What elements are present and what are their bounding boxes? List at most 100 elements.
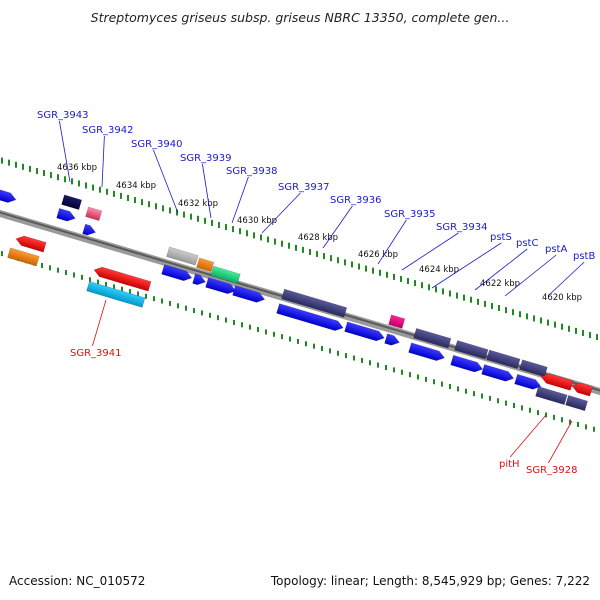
gene-label-group: SGR_3936: [322, 195, 382, 249]
gene-shape: [196, 257, 215, 273]
position-label: 4626 kbp: [358, 250, 398, 260]
gene-block: [85, 206, 103, 221]
gene-shape: [535, 386, 568, 406]
gene-label-group: SGR_3942: [82, 125, 134, 188]
gene-label: pitH: [499, 459, 520, 470]
gene-label: pstA: [545, 244, 567, 255]
gene-shape: [481, 364, 515, 382]
gene-block: [540, 373, 574, 391]
gene-block: [56, 208, 76, 222]
gene-shape: [276, 303, 344, 331]
gene-label-group: SGR_3943: [37, 110, 89, 183]
position-label: 4632 kbp: [178, 199, 218, 209]
gene-label-group: pitH: [499, 414, 547, 470]
gene-block: [486, 349, 521, 370]
gene-shape: [344, 321, 385, 342]
gene-shape: [192, 273, 206, 286]
gene-label: SGR_3939: [180, 153, 232, 164]
gene-shape: [161, 264, 193, 282]
gene-shape: [454, 340, 489, 360]
gene-shape: [61, 194, 83, 210]
leader-line: [377, 219, 407, 265]
gene-block: [7, 247, 40, 267]
gene-block: [0, 187, 17, 203]
leader-line: [261, 192, 301, 234]
gene-label-group: SGR_3938: [226, 166, 278, 224]
gene-shape: [388, 314, 406, 329]
tick-track-lower: [1, 251, 595, 432]
gene-block: [276, 303, 344, 331]
gene-label: SGR_3935: [384, 209, 436, 220]
gene-label: SGR_3934: [436, 222, 488, 233]
gene-block: [61, 194, 83, 210]
gene-label: pstS: [490, 232, 512, 243]
gene-block: [571, 382, 593, 397]
gene-shape: [7, 247, 40, 267]
gene-label: SGR_3928: [526, 465, 578, 476]
leader-line: [509, 414, 547, 458]
gene-block: [514, 373, 542, 390]
gene-shape: [281, 288, 348, 318]
gene-block: [565, 395, 588, 412]
gene-block: [93, 266, 152, 292]
position-label: 4624 kbp: [419, 265, 459, 275]
gene-label-group: SGR_3941: [70, 299, 122, 359]
leader-line: [101, 135, 105, 188]
gene-label-group: SGR_3928: [526, 420, 578, 476]
leader-line: [153, 149, 179, 214]
gene-label-group: pstB: [547, 251, 595, 297]
gene-block: [232, 285, 266, 303]
gene-label: SGR_3938: [226, 166, 278, 177]
gene-shape: [56, 208, 76, 222]
leader-line: [202, 163, 212, 219]
gene-shape: [86, 280, 146, 308]
gene-shape: [93, 266, 152, 292]
gene-label-group: SGR_3934: [401, 222, 488, 271]
accession-text: Accession: NC_010572: [9, 574, 146, 588]
tick-track-upper: [1, 157, 598, 341]
gene-label: SGR_3940: [131, 139, 183, 150]
gene-label-group: pstS: [431, 232, 512, 289]
gene-block: [344, 321, 385, 342]
gene-labels: SGR_3943 SGR_3942 SGR_3940 SGR_3939 SGR_3938…: [37, 110, 595, 476]
gene-label: SGR_3942: [82, 125, 134, 136]
leader-line: [474, 248, 528, 291]
gene-shape: [540, 373, 574, 391]
position-label: 4634 kbp: [116, 181, 156, 191]
gene-shape: [408, 342, 446, 361]
gene-shape: [571, 382, 593, 397]
gene-label-group: pstA: [504, 244, 567, 297]
position-label: 4622 kbp: [480, 279, 520, 289]
gene-shape: [384, 333, 400, 346]
gene-block: [166, 246, 199, 266]
leader-line: [431, 242, 502, 289]
leader-line: [401, 232, 459, 271]
gene-shape: [210, 265, 241, 285]
gene-block: [454, 340, 489, 360]
gene-label-group: SGR_3940: [131, 139, 183, 214]
gene-label-group: SGR_3935: [377, 209, 436, 265]
gene-block: [205, 277, 237, 295]
gene-shape: [15, 235, 47, 253]
gene-block: [192, 273, 206, 286]
gene-shape: [450, 354, 484, 373]
gene-block: [450, 354, 484, 373]
gene-block: [384, 333, 400, 346]
gene-block: [481, 364, 515, 382]
gene-shape: [232, 285, 266, 303]
position-label: 4630 kbp: [237, 216, 277, 226]
leader-line: [547, 261, 585, 297]
gene-shape: [413, 327, 452, 349]
gene-label-group: SGR_3937: [261, 182, 330, 234]
gene-block: [161, 264, 193, 282]
gene-label: pstB: [573, 251, 595, 262]
gene-block: [210, 265, 241, 285]
gene-block: [388, 314, 406, 329]
gene-label: SGR_3943: [37, 110, 89, 121]
gene-label: SGR_3936: [330, 195, 382, 206]
gene-block: [535, 386, 568, 406]
position-label: 4620 kbp: [542, 293, 582, 303]
gene-label-group: SGR_3939: [180, 153, 232, 219]
leader-line: [504, 254, 557, 297]
